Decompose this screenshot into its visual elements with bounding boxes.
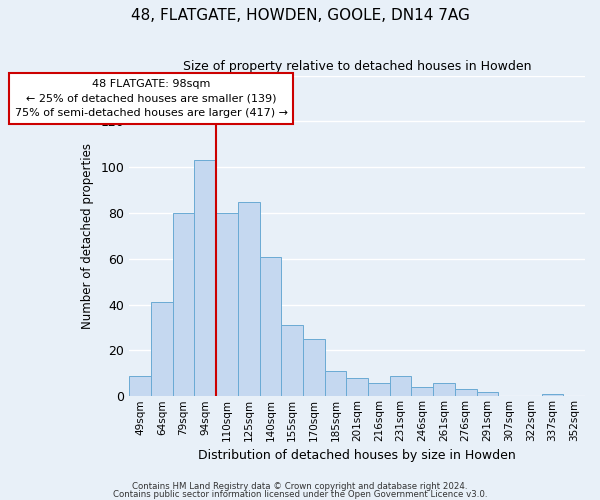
Bar <box>281 325 303 396</box>
Bar <box>260 256 281 396</box>
Bar <box>346 378 368 396</box>
Y-axis label: Number of detached properties: Number of detached properties <box>80 143 94 329</box>
Bar <box>390 376 412 396</box>
Text: Contains public sector information licensed under the Open Government Licence v3: Contains public sector information licen… <box>113 490 487 499</box>
Bar <box>303 339 325 396</box>
Bar <box>130 376 151 396</box>
Bar <box>238 202 260 396</box>
Text: Contains HM Land Registry data © Crown copyright and database right 2024.: Contains HM Land Registry data © Crown c… <box>132 482 468 491</box>
Title: Size of property relative to detached houses in Howden: Size of property relative to detached ho… <box>183 60 532 73</box>
Bar <box>476 392 498 396</box>
Bar <box>151 302 173 396</box>
Bar <box>216 213 238 396</box>
Bar <box>325 371 346 396</box>
Bar <box>455 390 476 396</box>
Bar <box>173 213 194 396</box>
Text: 48 FLATGATE: 98sqm
← 25% of detached houses are smaller (139)
75% of semi-detach: 48 FLATGATE: 98sqm ← 25% of detached hou… <box>14 78 287 118</box>
Bar <box>433 382 455 396</box>
Bar <box>412 387 433 396</box>
Text: 48, FLATGATE, HOWDEN, GOOLE, DN14 7AG: 48, FLATGATE, HOWDEN, GOOLE, DN14 7AG <box>131 8 469 22</box>
Bar <box>368 382 390 396</box>
Bar <box>542 394 563 396</box>
X-axis label: Distribution of detached houses by size in Howden: Distribution of detached houses by size … <box>199 450 516 462</box>
Bar <box>194 160 216 396</box>
